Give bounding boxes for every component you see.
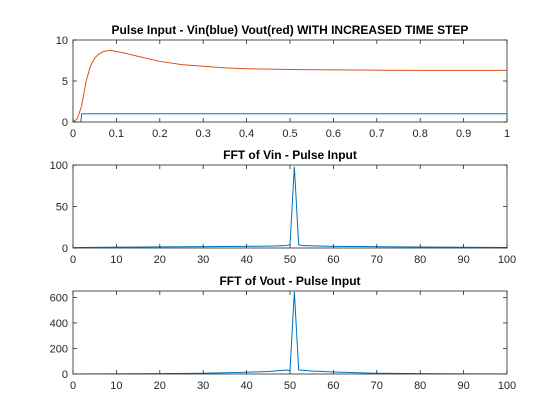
x-tick-label: 10	[110, 254, 122, 266]
y-tick-label: 0	[62, 369, 68, 381]
series-line-1	[73, 291, 507, 374]
x-tick-label: 30	[197, 380, 209, 392]
x-tick-label: 90	[457, 380, 469, 392]
x-tick-label: 0.7	[369, 128, 384, 140]
x-tick-label: 80	[414, 254, 426, 266]
axes-2-plot: 0 10 20 30 40 50 60 70 80 90 100 0 50 100	[50, 160, 517, 266]
y-tick-label: 50	[56, 202, 68, 214]
x-tick-label: 100	[498, 254, 516, 266]
plot-area	[73, 40, 507, 122]
x-tick-label: 50	[284, 254, 296, 266]
x-tick-label: 0.8	[413, 128, 428, 140]
axes-3-plot: 0 10 20 30 40 50 60 70 80 90 100 0 200 400 600	[50, 290, 516, 392]
x-tick-label: 0.6	[326, 128, 341, 140]
x-tick-label: 40	[240, 254, 252, 266]
x-tick-label: 20	[154, 254, 166, 266]
axes-2-fft-vin: FFT of Vin - Pulse Input 0 10 20 30 40 50 60 70…	[50, 148, 517, 266]
y-tick-label: 0	[62, 243, 68, 255]
x-tick-label: 0	[70, 128, 76, 140]
x-tick-label: 10	[110, 380, 122, 392]
x-tick-label: 0.2	[152, 128, 167, 140]
series-line-1	[73, 113, 507, 122]
x-tick-label: 60	[327, 254, 339, 266]
x-tick-label: 70	[371, 254, 383, 266]
x-tick-label: 80	[414, 380, 426, 392]
x-tick-label: 60	[327, 380, 339, 392]
y-tick-label: 100	[50, 160, 68, 172]
x-tick-label: 0	[70, 254, 76, 266]
x-tick-label: 0.4	[239, 128, 254, 140]
x-tick-label: 30	[197, 254, 209, 266]
x-tick-label: 90	[457, 254, 469, 266]
x-tick-label: 40	[240, 380, 252, 392]
x-tick-label: 0	[70, 380, 76, 392]
x-tick-label: 0.5	[282, 128, 297, 140]
x-tick-label: 70	[371, 380, 383, 392]
y-tick-label: 0	[62, 117, 68, 129]
y-tick-label: 400	[50, 318, 68, 330]
axes-1-pulse-input: Pulse Input - Vin(blue) Vout(red) WITH I…	[56, 23, 510, 140]
x-tick-label: 50	[284, 380, 296, 392]
x-tick-label: 0.3	[196, 128, 211, 140]
x-tick-label: 20	[154, 380, 166, 392]
axes-1-title: Pulse Input - Vin(blue) Vout(red) WITH I…	[112, 23, 469, 37]
y-tick-label: 5	[62, 76, 68, 88]
axes-3-fft-vout: FFT of Vout - Pulse Input 0 10 20 30 40 50 60 7…	[50, 274, 517, 392]
y-tick-label: 200	[50, 343, 68, 355]
x-tick-label: 0.1	[109, 128, 124, 140]
x-tick-label: 0.9	[456, 128, 471, 140]
y-tick-label: 10	[56, 35, 68, 47]
y-tick-label: 600	[50, 292, 68, 304]
x-tick-label: 1	[504, 128, 510, 140]
plot-area	[73, 291, 507, 374]
series-line-1	[73, 166, 507, 248]
x-tick-label: 100	[498, 380, 516, 392]
axes-2-title: FFT of Vin - Pulse Input	[223, 148, 357, 162]
axes-3-title: FFT of Vout - Pulse Input	[219, 274, 360, 288]
plot-area	[73, 165, 507, 248]
series-line-2	[73, 50, 507, 122]
